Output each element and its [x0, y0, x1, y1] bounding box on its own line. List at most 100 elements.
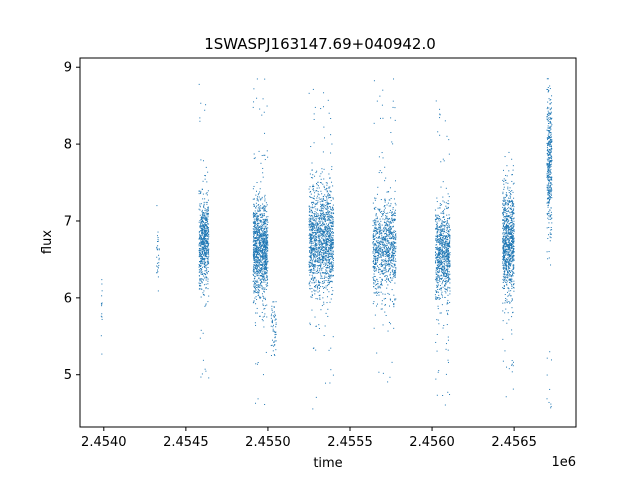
data-point	[389, 238, 391, 240]
data-point	[448, 243, 450, 245]
data-point	[263, 315, 265, 317]
data-point	[445, 238, 447, 240]
data-point	[320, 212, 322, 214]
data-point	[259, 244, 261, 246]
data-point	[444, 225, 446, 227]
data-point	[312, 276, 314, 278]
data-point	[263, 279, 265, 281]
data-point	[384, 266, 386, 268]
data-point	[327, 211, 329, 213]
data-point	[332, 225, 334, 227]
data-point	[318, 284, 320, 286]
data-point	[389, 273, 391, 275]
data-point	[332, 237, 334, 239]
data-point	[266, 211, 268, 213]
data-point	[374, 267, 376, 269]
data-point	[389, 257, 391, 259]
data-point	[273, 301, 275, 303]
data-point	[439, 204, 441, 206]
data-point	[325, 235, 327, 237]
data-point	[321, 268, 323, 270]
data-point	[254, 288, 256, 290]
data-point	[330, 214, 332, 216]
data-point	[324, 231, 326, 233]
data-point	[392, 271, 394, 273]
data-point	[320, 309, 322, 311]
data-point	[157, 245, 159, 247]
data-point	[314, 246, 316, 248]
data-point	[312, 219, 314, 221]
data-point	[384, 260, 386, 262]
data-point	[201, 251, 203, 253]
data-point	[444, 246, 446, 248]
data-point	[258, 269, 260, 271]
data-point	[438, 249, 440, 251]
data-point	[309, 274, 311, 276]
data-point	[436, 286, 438, 288]
data-point	[313, 281, 315, 283]
data-point	[447, 257, 449, 259]
data-point	[447, 226, 449, 228]
data-point	[441, 243, 443, 245]
data-point	[446, 238, 448, 240]
data-point	[156, 249, 158, 251]
data-point	[322, 233, 324, 235]
data-point	[272, 330, 274, 332]
data-point	[259, 233, 261, 235]
data-point	[380, 308, 382, 310]
data-point	[318, 260, 320, 262]
data-point	[201, 242, 203, 244]
data-point	[311, 274, 313, 276]
data-point	[389, 230, 391, 232]
data-point	[253, 233, 255, 235]
data-point	[441, 212, 443, 214]
data-point	[382, 230, 384, 232]
data-point	[312, 235, 314, 237]
data-point	[261, 275, 263, 277]
data-point	[323, 247, 325, 249]
data-point	[324, 258, 326, 260]
data-point	[275, 301, 277, 303]
data-point	[331, 245, 333, 247]
data-point	[200, 230, 202, 232]
data-point	[389, 299, 391, 301]
data-point	[259, 255, 261, 257]
data-point	[374, 235, 376, 237]
data-point	[388, 221, 390, 223]
data-point	[437, 319, 439, 321]
data-point	[263, 242, 265, 244]
data-point	[260, 234, 262, 236]
data-point	[331, 293, 333, 295]
data-point	[330, 243, 332, 245]
data-point	[387, 250, 389, 252]
data-point	[375, 227, 377, 229]
data-point	[447, 222, 449, 224]
data-point	[310, 234, 312, 236]
data-point	[436, 268, 438, 270]
data-point	[271, 339, 273, 341]
data-point	[204, 233, 206, 235]
data-point	[326, 198, 328, 200]
data-point	[327, 254, 329, 256]
data-point	[313, 220, 315, 222]
data-point	[387, 260, 389, 262]
data-point	[327, 227, 329, 229]
data-point	[200, 218, 202, 220]
data-point	[208, 253, 210, 255]
data-point	[320, 198, 322, 200]
data-point	[439, 255, 441, 257]
data-point	[438, 252, 440, 254]
data-point	[259, 315, 261, 317]
data-point	[316, 214, 318, 216]
data-point	[257, 209, 259, 211]
data-point	[257, 230, 259, 232]
data-point	[441, 268, 443, 270]
data-point	[265, 268, 267, 270]
data-point	[378, 245, 380, 247]
data-point	[372, 220, 374, 222]
data-point	[262, 233, 264, 235]
data-point	[446, 225, 448, 227]
data-point	[264, 297, 266, 299]
data-point	[260, 247, 262, 249]
data-point	[265, 258, 267, 260]
